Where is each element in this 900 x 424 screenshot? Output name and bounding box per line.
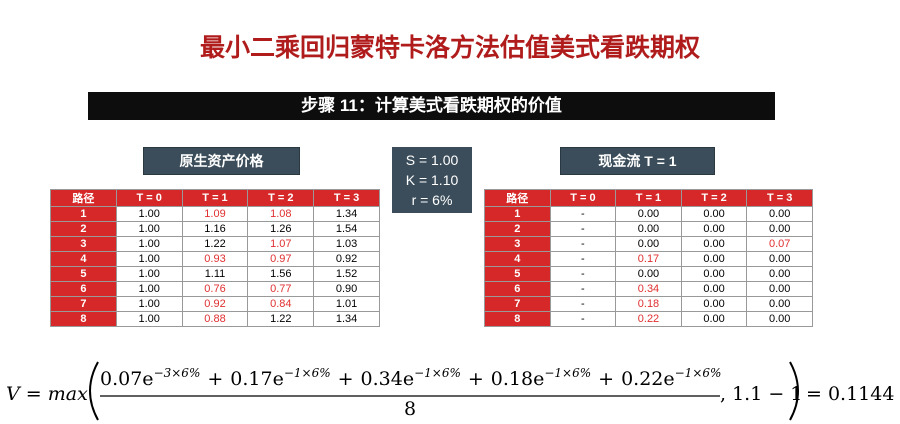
exponent: −3×6% [153,366,201,380]
path-cell: 7 [50,296,117,312]
path-cell: 2 [50,221,117,237]
cell: 0.97 [247,251,315,267]
path-cell: 5 [484,266,551,282]
left-paren [89,361,99,421]
row: 3 1.00 1.22 1.07 1.03 [50,236,380,252]
cell: 0.22 [615,311,682,327]
row: 7 1.00 0.92 0.84 1.01 [50,296,380,312]
cell: 0.00 [680,311,748,327]
plus: + [467,368,484,390]
path-cell: 1 [484,206,551,222]
plus: + [598,368,615,390]
left-label: 原生资产价格 [143,147,300,175]
plus: + [337,368,354,390]
cell: 0.00 [746,281,813,297]
banner: 步骤 11：计算美式看跌期权的价值 [88,92,775,120]
cell: 0.00 [615,206,682,222]
coef: 0.18e [490,368,545,390]
exponent: −1×6% [544,366,592,380]
header-cell: T = 3 [313,189,380,207]
cell: 0.77 [247,281,315,297]
header-cell: T = 3 [746,189,813,207]
cell: 0.76 [181,281,249,297]
path-cell: 8 [484,311,551,327]
coef: 0.07e [100,368,154,390]
cell: 0.92 [181,296,249,312]
coef: 0.22e [621,368,675,390]
row: 2-0.00 0.00 0.00 [484,221,813,237]
param: r = 6% [411,192,453,208]
row: 2 1.00 1.16 1.26 1.54 [50,221,380,237]
params: S = 1.00 K = 1.10 r = 6% [392,147,472,213]
right-label: 现金流 T = 1 [560,147,715,175]
header-cell: T = 1 [181,189,249,207]
cell: 0.00 [680,281,748,297]
numerator: 0.07e−3×6% +0.17e−1×6% +0.34e−1×6% +0.18e−1… [100,366,722,390]
header-cell: T = 0 [549,189,617,207]
cell: - [549,311,617,327]
right-paren [789,361,799,421]
path-cell: 3 [484,236,551,252]
coef: 0.34e [360,368,415,390]
exponent: −1×6% [283,366,331,380]
cell: 0.88 [181,311,249,327]
row: 3-0.00 0.00 0.07 [484,236,813,252]
row: 8 1.00 0.88 1.22 1.34 [50,311,380,327]
path-cell: 3 [50,236,117,252]
cell: 0.00 [746,266,813,282]
result: = 0.1144 [806,383,895,405]
param: K = 1.10 [405,172,459,188]
cell: 1.09 [181,206,249,222]
second-arg: , 1.1 − 1 [720,383,803,405]
row: 6-0.34 0.00 0.00 [484,281,813,297]
denominator: 8 [403,398,417,420]
plus: + [207,368,224,390]
cell: 0.92 [313,251,380,267]
exponent: −1×6% [674,366,722,380]
cell: 1.34 [313,311,380,327]
cell: 1.22 [247,311,315,327]
cell: 0.00 [746,311,813,327]
cell: 1.01 [313,296,380,312]
coef: 0.17e [230,368,284,390]
title: 最小二乘回归蒙特卡洛方法估值美式看跌期权 [199,34,700,62]
header-cell: T = 1 [615,189,682,207]
cell: 0.00 [680,296,748,312]
row: 1-0.00 0.00 0.00 [484,206,813,222]
lhs: V = max [6,383,88,405]
cell: 0.84 [247,296,315,312]
path-cell: 1 [50,206,117,222]
cell: 1.00 [115,311,183,327]
cell: 0.00 [746,221,813,237]
cell: 0.00 [746,206,813,222]
cell: 0.00 [680,206,748,222]
formula-lhs: V = max [6,383,88,405]
exponent: −1×6% [414,366,461,380]
header-cell: T = 2 [247,189,315,207]
cell: 0.00 [746,251,813,267]
param: S = 1.00 [405,152,459,168]
cell: 1.07 [247,236,315,252]
row: 8-0.22 0.00 0.00 [484,311,813,327]
